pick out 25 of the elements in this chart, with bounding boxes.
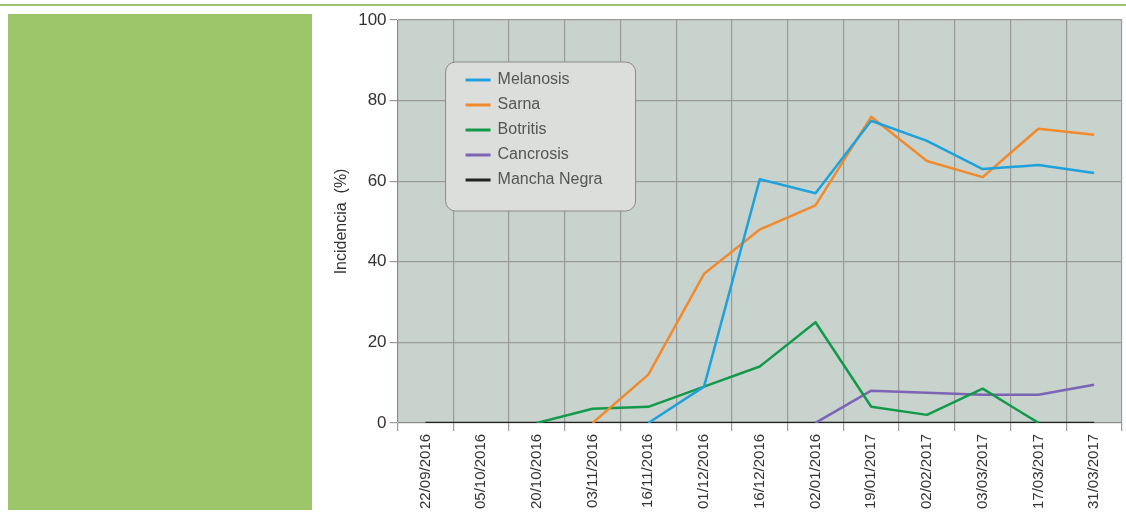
x-tick-label: 19/01/2017 xyxy=(861,433,879,509)
legend-label: Botritis xyxy=(497,120,547,138)
x-tick-label: 16/11/2016 xyxy=(638,433,656,508)
legend-label: Cancrosis xyxy=(497,145,569,163)
legend-label: Melanosis xyxy=(497,70,570,88)
x-tick-label: 31/03/2017 xyxy=(1084,433,1102,509)
x-tick-label: 05/10/2016 xyxy=(471,433,489,509)
y-tick-label: 60 xyxy=(367,170,387,190)
y-tick-label: 80 xyxy=(367,90,387,110)
legend-label: Sarna xyxy=(497,95,541,113)
y-tick-label: 40 xyxy=(367,251,387,271)
x-tick-label: 22/09/2016 xyxy=(415,433,433,509)
x-tick-label: 02/02/2017 xyxy=(917,433,935,509)
x-tick-label: 16/12/2016 xyxy=(749,433,767,509)
y-tick-label: 0 xyxy=(377,412,387,432)
x-tick-label: 03/03/2017 xyxy=(972,433,990,509)
y-tick-label: 20 xyxy=(367,332,387,352)
legend-label: Mancha Negra xyxy=(497,170,603,188)
y-axis-title: Incidencia (%) xyxy=(332,168,350,275)
x-tick-label: 17/03/2017 xyxy=(1028,433,1046,509)
y-tick-label: 100 xyxy=(358,9,387,29)
x-tick-label: 03/11/2016 xyxy=(582,433,600,508)
x-tick-label: 02/01/2016 xyxy=(805,433,823,509)
x-tick-label: 20/10/2016 xyxy=(527,433,545,509)
x-tick-label: 01/12/2016 xyxy=(694,433,712,509)
